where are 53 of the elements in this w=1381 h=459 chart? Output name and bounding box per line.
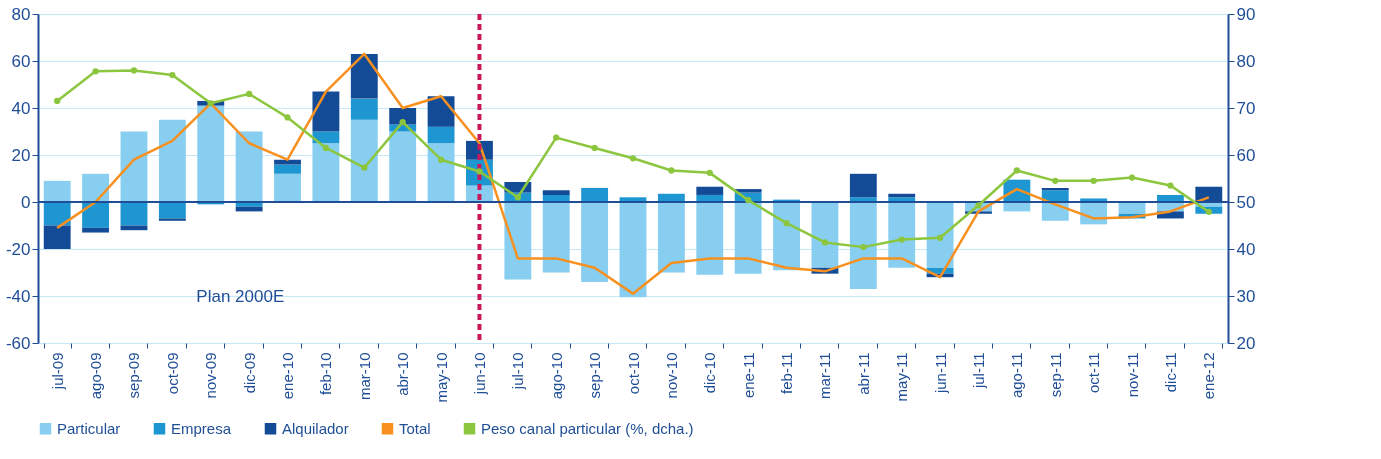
x-tick-label: ago-11	[1008, 352, 1026, 399]
legend-label: Peso canal particular (%, dcha.)	[481, 419, 694, 437]
x-tick-label: abr-10	[394, 352, 412, 396]
x-tick-label: dic-09	[240, 352, 258, 394]
x-tick-label: oct-10	[624, 352, 642, 395]
y2-tick-label: 60	[1236, 145, 1256, 165]
x-tick-label: may-11	[893, 352, 911, 402]
x-tick-label: sep-10	[586, 352, 604, 399]
x-tick-label: jul-11	[969, 352, 987, 390]
y-tick-label: 60	[11, 51, 31, 71]
x-tick-label: ene-11	[739, 352, 757, 399]
x-tick-label: feb-11	[778, 352, 796, 394]
y-tick-label: -60	[5, 333, 31, 353]
x-tick-label: ago-10	[547, 352, 565, 400]
x-tick-label: oct-11	[1085, 352, 1103, 394]
x-tick-label: mar-11	[816, 352, 834, 399]
y2-tick-label: 30	[1236, 286, 1256, 306]
x-tick-label: nov-09	[202, 352, 220, 399]
annotation: Plan 2000E	[196, 286, 285, 306]
legend-label: Particular	[57, 419, 121, 437]
x-tick-label: mar-10	[355, 352, 373, 401]
x-tick-label: sep-09	[125, 352, 143, 399]
x-tick-label: dic-10	[701, 352, 719, 394]
legend-label: Alquilador	[282, 419, 349, 437]
x-tick-label: ene-10	[279, 352, 297, 400]
y2-tick-label: 90	[1236, 4, 1256, 24]
legend-label: Empresa	[171, 419, 232, 437]
y2-tick-label: 70	[1236, 98, 1256, 118]
x-tick-label: abr-11	[854, 352, 872, 395]
x-tick-label: jun-10	[470, 352, 488, 396]
y-tick-label: 80	[11, 4, 31, 24]
x-tick-label: ago-09	[87, 352, 105, 400]
x-tick-label: jul-10	[509, 352, 527, 391]
y-tick-label: 0	[21, 192, 31, 212]
x-tick-label: may-10	[432, 352, 450, 403]
y2-tick-label: 20	[1236, 333, 1256, 353]
x-tick-label: dic-11	[1161, 352, 1179, 393]
x-tick-label: nov-10	[662, 352, 680, 399]
y-tick-label: -40	[5, 286, 31, 306]
legend-label: Total	[399, 419, 431, 437]
x-tick-label: sep-11	[1046, 352, 1064, 398]
x-tick-label: ene-12	[1200, 352, 1218, 400]
y2-tick-label: 40	[1236, 239, 1256, 259]
y-tick-label: 20	[11, 145, 31, 165]
x-tick-label: nov-11	[1123, 352, 1141, 398]
y2-tick-label: 80	[1236, 51, 1256, 71]
x-tick-label: oct-09	[163, 352, 181, 395]
x-tick-label: feb-10	[317, 352, 335, 396]
x-tick-label: jun-11	[931, 352, 949, 395]
y-tick-label: 40	[11, 98, 31, 118]
y-tick-label: -20	[5, 239, 31, 259]
y2-tick-label: 50	[1236, 192, 1256, 212]
x-tick-label: jul-09	[48, 352, 66, 391]
